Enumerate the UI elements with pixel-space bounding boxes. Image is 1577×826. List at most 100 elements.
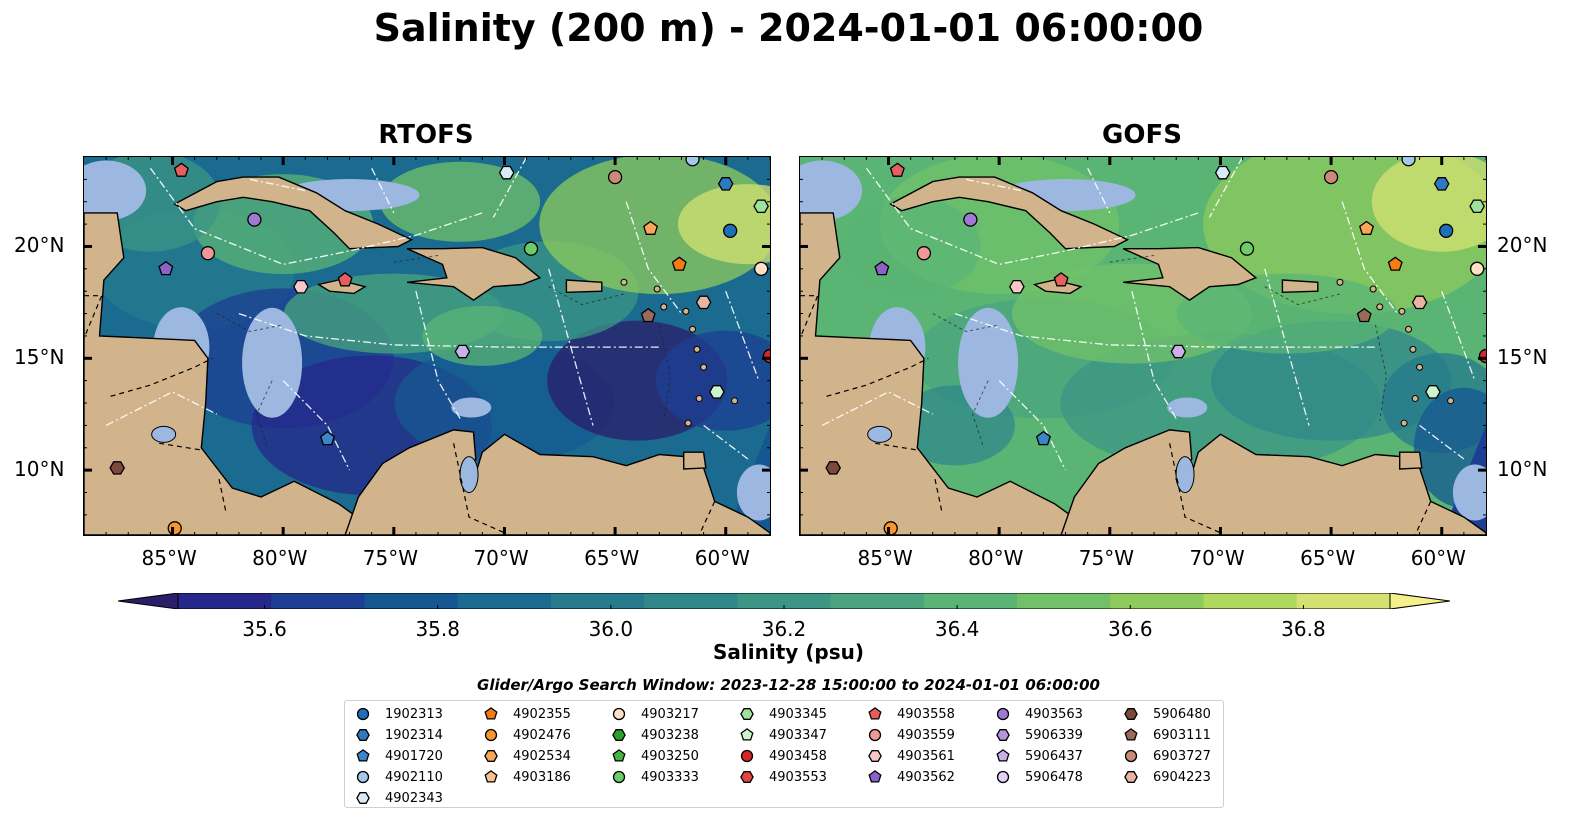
colorbar-segment bbox=[457, 593, 552, 609]
legend-item: 4903186 bbox=[483, 767, 571, 787]
hexagon-marker-icon bbox=[612, 729, 626, 741]
legend-item: 4903333 bbox=[611, 767, 699, 787]
pentagon-marker-icon bbox=[868, 707, 882, 720]
legend-marker bbox=[868, 750, 882, 762]
legend-label: 4903217 bbox=[641, 706, 699, 722]
colorbar-tick-label: 36.2 bbox=[761, 617, 807, 641]
search-window-text: Glider/Argo Search Window: 2023-12-28 15… bbox=[477, 676, 1100, 694]
colorbar-extend-high bbox=[1389, 592, 1451, 610]
colorbar-tick-label: 36.8 bbox=[1281, 617, 1326, 641]
salinity-colorbar bbox=[117, 592, 1451, 610]
float-marker bbox=[825, 461, 842, 475]
float-marker bbox=[1387, 256, 1403, 271]
float-marker bbox=[1401, 157, 1416, 167]
colorbar-segment bbox=[644, 593, 738, 609]
legend-item: 4903558 bbox=[867, 704, 955, 724]
hexagon-marker-icon bbox=[996, 729, 1010, 741]
legend-marker bbox=[868, 728, 882, 742]
legend-item: 6903111 bbox=[1123, 725, 1211, 745]
legend-label: 4903333 bbox=[641, 769, 699, 785]
legend-marker bbox=[612, 707, 626, 721]
float-marker bbox=[889, 162, 905, 177]
legend-label: 4903558 bbox=[897, 706, 955, 722]
float-marker bbox=[643, 220, 659, 235]
colorbar-segment bbox=[1110, 593, 1205, 609]
circle-marker-icon bbox=[356, 707, 370, 721]
panel-title-rtofs: RTOFS bbox=[378, 120, 474, 150]
legend-item: 6903727 bbox=[1123, 746, 1211, 766]
circle-marker-icon bbox=[740, 749, 754, 763]
float-marker bbox=[454, 344, 471, 359]
land-puertorico bbox=[1281, 279, 1319, 294]
legend-marker bbox=[1124, 708, 1138, 720]
legend-item: 4903562 bbox=[867, 767, 955, 787]
lat-tick-label-left: 10°N bbox=[14, 457, 65, 482]
land-jamaica bbox=[1032, 279, 1083, 295]
land-hispaniola bbox=[1122, 246, 1258, 301]
hexagon-marker-icon bbox=[868, 750, 882, 762]
pentagon-marker-icon bbox=[1124, 728, 1138, 741]
legend-marker bbox=[740, 771, 754, 783]
lon-tick-label: 60°W bbox=[1410, 546, 1466, 570]
float-marker bbox=[498, 165, 515, 180]
float-marker bbox=[709, 385, 725, 399]
float-marker bbox=[723, 223, 738, 238]
legend-marker bbox=[740, 728, 754, 741]
float-marker bbox=[671, 256, 687, 271]
legend-item: 1902313 bbox=[355, 704, 443, 724]
legend-label: 1902313 bbox=[385, 706, 443, 722]
legend-item: 4903458 bbox=[739, 746, 827, 766]
legend-label: 4903458 bbox=[769, 748, 827, 764]
circle-marker-icon bbox=[356, 770, 370, 784]
legend-label: 4903561 bbox=[897, 748, 955, 764]
colorbar-tick-label: 36.6 bbox=[1108, 617, 1153, 641]
float-marker bbox=[753, 199, 769, 214]
float-marker bbox=[293, 279, 309, 294]
legend-item: 4903345 bbox=[739, 704, 827, 724]
legend-marker bbox=[1124, 749, 1138, 763]
float-marker bbox=[1425, 385, 1441, 399]
land-cuba bbox=[889, 176, 1130, 250]
lon-tick-label: 85°W bbox=[857, 546, 913, 570]
legend-label: 4903250 bbox=[641, 748, 699, 764]
circle-marker-icon bbox=[996, 770, 1010, 784]
legend-marker bbox=[484, 750, 498, 762]
float-marker bbox=[1433, 177, 1450, 191]
hexagon-marker-icon bbox=[356, 729, 370, 741]
colorbar-segment bbox=[178, 593, 272, 609]
legend-label: 4903562 bbox=[897, 769, 955, 785]
float-marker bbox=[1239, 241, 1255, 256]
legend-marker bbox=[996, 707, 1010, 721]
legend-label: 4903347 bbox=[769, 727, 827, 743]
float-marker bbox=[1439, 223, 1454, 238]
float-marker bbox=[319, 430, 335, 446]
legend-marker bbox=[484, 728, 498, 742]
colorbar-segment bbox=[271, 593, 365, 609]
float-legend: 1902313 1902314 4901720 4902110 4902343 49023… bbox=[344, 700, 1224, 808]
legend-item: 4903561 bbox=[867, 746, 955, 766]
legend-label: 5906478 bbox=[1025, 769, 1083, 785]
legend-marker bbox=[996, 729, 1010, 741]
colorbar-segment bbox=[1203, 593, 1298, 609]
legend-item: 4903347 bbox=[739, 725, 827, 745]
panel-title-gofs: GOFS bbox=[1102, 120, 1182, 150]
legend-item: 4903217 bbox=[611, 704, 699, 724]
lon-tick-label: 70°W bbox=[1189, 546, 1245, 570]
land-jamaica bbox=[316, 279, 367, 295]
legend-item: 5906478 bbox=[995, 767, 1083, 787]
float-marker bbox=[1356, 307, 1372, 323]
pentagon-marker-icon bbox=[996, 749, 1010, 762]
legend-marker bbox=[356, 792, 370, 804]
legend-label: 6903111 bbox=[1153, 727, 1211, 743]
legend-item: 5906437 bbox=[995, 746, 1083, 766]
legend-item: 5906480 bbox=[1123, 704, 1211, 724]
float-marker bbox=[1035, 430, 1051, 446]
hexagon-marker-icon bbox=[740, 708, 754, 720]
rtofs-salinity-map bbox=[83, 156, 771, 536]
float-marker bbox=[874, 260, 890, 276]
legend-label: 5906437 bbox=[1025, 748, 1083, 764]
float-marker bbox=[247, 212, 262, 227]
legend-label: 4903553 bbox=[769, 769, 827, 785]
float-marker bbox=[916, 246, 932, 261]
colorbar-segment bbox=[550, 593, 645, 609]
